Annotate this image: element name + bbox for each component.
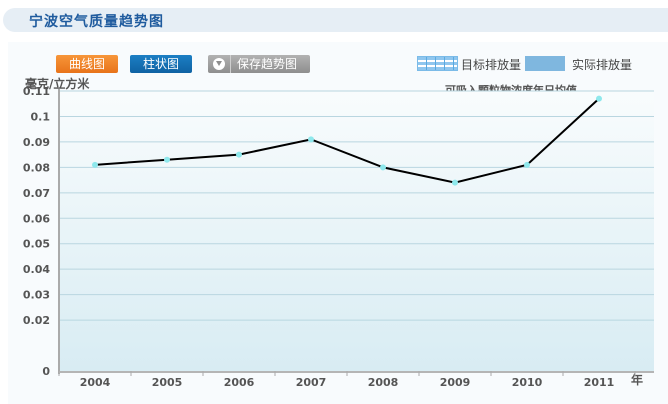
title-bar: 宁波空气质量趋势图: [3, 8, 668, 32]
data-point-marker[interactable]: [308, 136, 314, 143]
x-axis-title: 年: [631, 373, 644, 387]
data-point-marker[interactable]: [164, 156, 170, 163]
bar-chart-button[interactable]: 柱状图: [130, 55, 192, 73]
y-tick-label: 0.1: [31, 110, 51, 123]
save-chart-button[interactable]: 保存趋势图: [208, 55, 310, 73]
download-icon: [213, 58, 225, 70]
y-tick-label: 0.06: [23, 212, 50, 225]
x-tick-label: 2008: [368, 376, 399, 389]
line-chart-button[interactable]: 曲线图: [56, 55, 118, 73]
series-line: [94, 97, 600, 184]
x-tick-label: 2009: [440, 376, 471, 389]
data-point-marker[interactable]: [524, 161, 530, 168]
y-tick-label: 0.11: [23, 85, 50, 98]
y-axis-title: 毫克/立方米: [25, 77, 90, 91]
y-tick-label: 0.05: [23, 238, 50, 251]
plot-area: [59, 91, 654, 371]
data-point-marker[interactable]: [92, 161, 98, 168]
data-point-marker[interactable]: [596, 95, 602, 102]
x-tick-label: 2007: [296, 376, 327, 389]
data-point-marker[interactable]: [380, 164, 386, 171]
data-point-marker[interactable]: [236, 151, 242, 158]
download-icon-wrap: [208, 55, 231, 73]
y-tick-label: 0.02: [23, 314, 50, 327]
y-tick-label: 0.09: [23, 136, 50, 149]
data-markers: [92, 95, 602, 186]
x-tick-label: 2004: [80, 376, 111, 389]
legend-label-target: 目标排放量: [461, 58, 522, 72]
gridlines: [59, 90, 654, 321]
legend-swatch-actual: [525, 56, 565, 71]
y-tick-label: 0: [42, 365, 50, 378]
legend-label-actual: 实际排放量: [572, 58, 633, 72]
page-title: 宁波空气质量趋势图: [29, 14, 164, 30]
x-axis: 2004 2005 2006 2007 2008 2009 2010 2011: [58, 371, 654, 389]
data-point-marker[interactable]: [452, 179, 458, 186]
x-tick-label: 2006: [224, 376, 255, 389]
save-chart-label: 保存趋势图: [237, 57, 298, 71]
x-tick-label: 2011: [584, 376, 615, 389]
y-tick-label: 0.08: [23, 161, 50, 174]
y-tick-label: 0.07: [23, 187, 50, 200]
y-tick-label: 0.04: [23, 263, 50, 276]
x-tick-label: 2010: [512, 376, 543, 389]
y-tick-label: 0.03: [23, 289, 50, 302]
x-tick-label: 2005: [152, 376, 183, 389]
legend-swatch-target: [417, 56, 458, 71]
y-axis: 0 0.02 0.03 0.04 0.05 0.06 0.07 0.08 0.09 0.1 0.11: [23, 85, 60, 378]
